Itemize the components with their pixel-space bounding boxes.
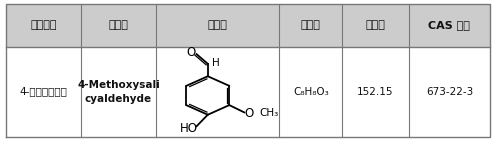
Text: 样品名称: 样品名称 (30, 20, 57, 30)
Text: 152.15: 152.15 (357, 87, 394, 97)
Text: 4-Methoxysali
cyaldehyde: 4-Methoxysali cyaldehyde (77, 80, 160, 104)
Bar (6, 4, 490, 47)
Text: 4-甲氧基水杨醛: 4-甲氧基水杨醛 (19, 87, 67, 97)
Text: CAS 编号: CAS 编号 (429, 20, 470, 30)
Text: O: O (186, 46, 196, 59)
Text: 结构式: 结构式 (208, 20, 228, 30)
Text: O: O (244, 107, 253, 120)
Text: 英文名: 英文名 (109, 20, 128, 30)
Text: H: H (212, 58, 220, 68)
Text: C₈H₈O₃: C₈H₈O₃ (293, 87, 329, 97)
Text: 分子式: 分子式 (301, 20, 321, 30)
Text: HO: HO (180, 122, 198, 135)
Text: CH₃: CH₃ (260, 108, 279, 118)
Text: 分子量: 分子量 (366, 20, 385, 30)
Text: 673-22-3: 673-22-3 (426, 87, 473, 97)
